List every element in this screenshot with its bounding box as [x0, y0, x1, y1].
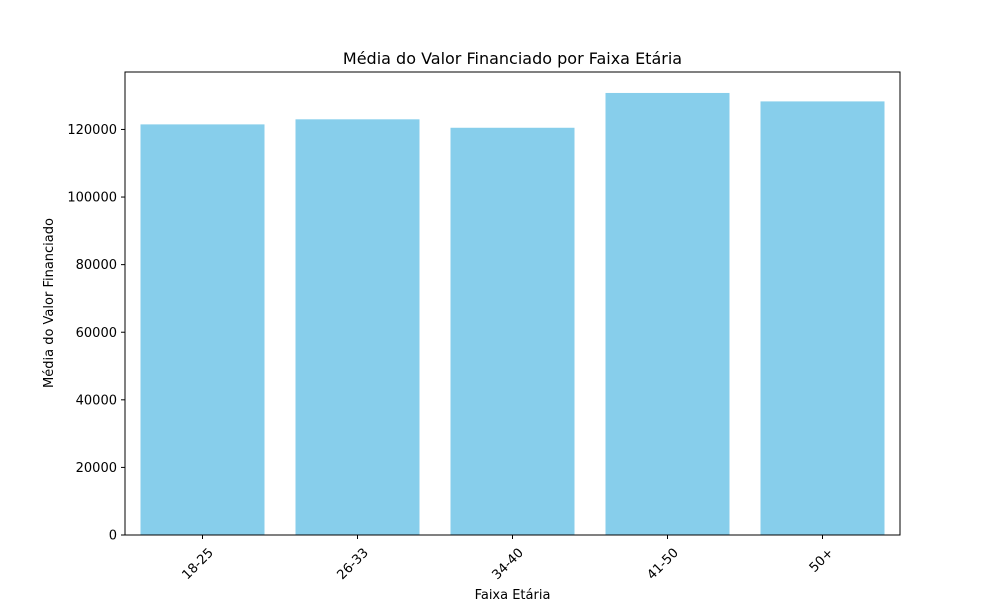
chart-title: Média do Valor Financiado por Faixa Etár…	[343, 49, 682, 68]
y-axis-label: Média do Valor Financiado	[42, 218, 57, 388]
y-tick-label-80000: 80000	[76, 258, 117, 273]
bar-34-40	[450, 127, 575, 536]
bars-group	[140, 92, 885, 536]
y-tick-label-40000: 40000	[76, 393, 117, 408]
x-tick-label-34-40: 34-40	[489, 546, 526, 583]
x-axis: 18-25 26-33 34-40 41-50 50+	[179, 535, 837, 583]
bar-41-50	[605, 92, 730, 536]
x-axis-label: Faixa Etária	[475, 588, 551, 600]
x-tick-label-41-50: 41-50	[644, 546, 681, 583]
y-tick-label-20000: 20000	[76, 461, 117, 476]
y-tick-label-100000: 100000	[67, 191, 117, 206]
x-tick-label-18-25: 18-25	[179, 546, 216, 583]
y-axis: 0 20000 40000 60000 80000 100000 120000	[67, 123, 125, 544]
plot-frame	[124, 71, 901, 536]
y-tick-label-60000: 60000	[76, 326, 117, 341]
y-tick-label-0: 0	[109, 529, 117, 544]
bar-26-33	[295, 119, 420, 535]
bar-50+	[760, 101, 885, 535]
y-tick-label-120000: 120000	[67, 123, 117, 138]
x-tick-label-26-33: 26-33	[334, 546, 371, 583]
x-tick-label-50+: 50+	[807, 546, 837, 576]
bar-18-25	[140, 124, 265, 535]
